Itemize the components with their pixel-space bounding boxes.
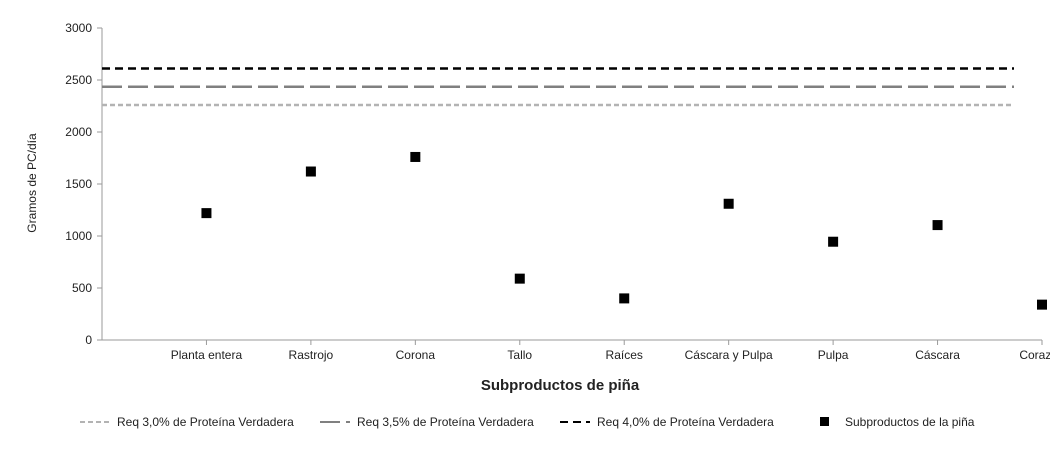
- plot-area: 0 500 1000 1500 2000 2500 3000 Planta entera Ras…: [65, 21, 1050, 362]
- x-tick-label: Tallo: [507, 348, 532, 362]
- x-tick-label: Cáscara: [915, 348, 960, 362]
- legend-swatch: [820, 417, 829, 426]
- data-point: [514, 273, 525, 284]
- y-tick-label: 1500: [65, 177, 92, 191]
- y-tick-label: 3000: [65, 21, 92, 35]
- y-tick-label: 500: [72, 281, 92, 295]
- data-point: [410, 151, 421, 162]
- x-tick-label: Rastrojo: [289, 348, 334, 362]
- y-tick-label: 1000: [65, 229, 92, 243]
- x-axis-title: Subproductos de piña: [481, 377, 640, 394]
- legend: Req 3,0% de Proteína Verdadera Req 3,5% d…: [80, 415, 975, 429]
- x-tick-label: Corazón: [1019, 348, 1050, 362]
- y-tick-label: 2000: [65, 125, 92, 139]
- x-tick-label: Raíces: [606, 348, 643, 362]
- data-point: [305, 166, 316, 177]
- x-tick-label: Planta entera: [171, 348, 243, 362]
- data-point: [828, 236, 839, 247]
- y-tick-label: 2500: [65, 73, 92, 87]
- legend-label: Subproductos de la piña: [845, 415, 975, 429]
- legend-label: Req 3,0% de Proteína Verdadera: [117, 415, 294, 429]
- x-tick-label: Pulpa: [818, 348, 849, 362]
- y-tick-label: 0: [85, 333, 92, 347]
- x-tick-label: Corona: [396, 348, 436, 362]
- legend-label: Req 3,5% de Proteína Verdadera: [357, 415, 534, 429]
- data-point: [201, 208, 212, 219]
- data-point: [1037, 299, 1047, 310]
- y-axis-title: Gramos de PC/día: [25, 133, 39, 233]
- legend-label: Req 4,0% de Proteína Verdadera: [597, 415, 774, 429]
- data-point: [723, 198, 734, 209]
- data-point: [932, 220, 943, 231]
- x-tick-label: Cáscara y Pulpa: [685, 348, 773, 362]
- data-point: [619, 293, 630, 304]
